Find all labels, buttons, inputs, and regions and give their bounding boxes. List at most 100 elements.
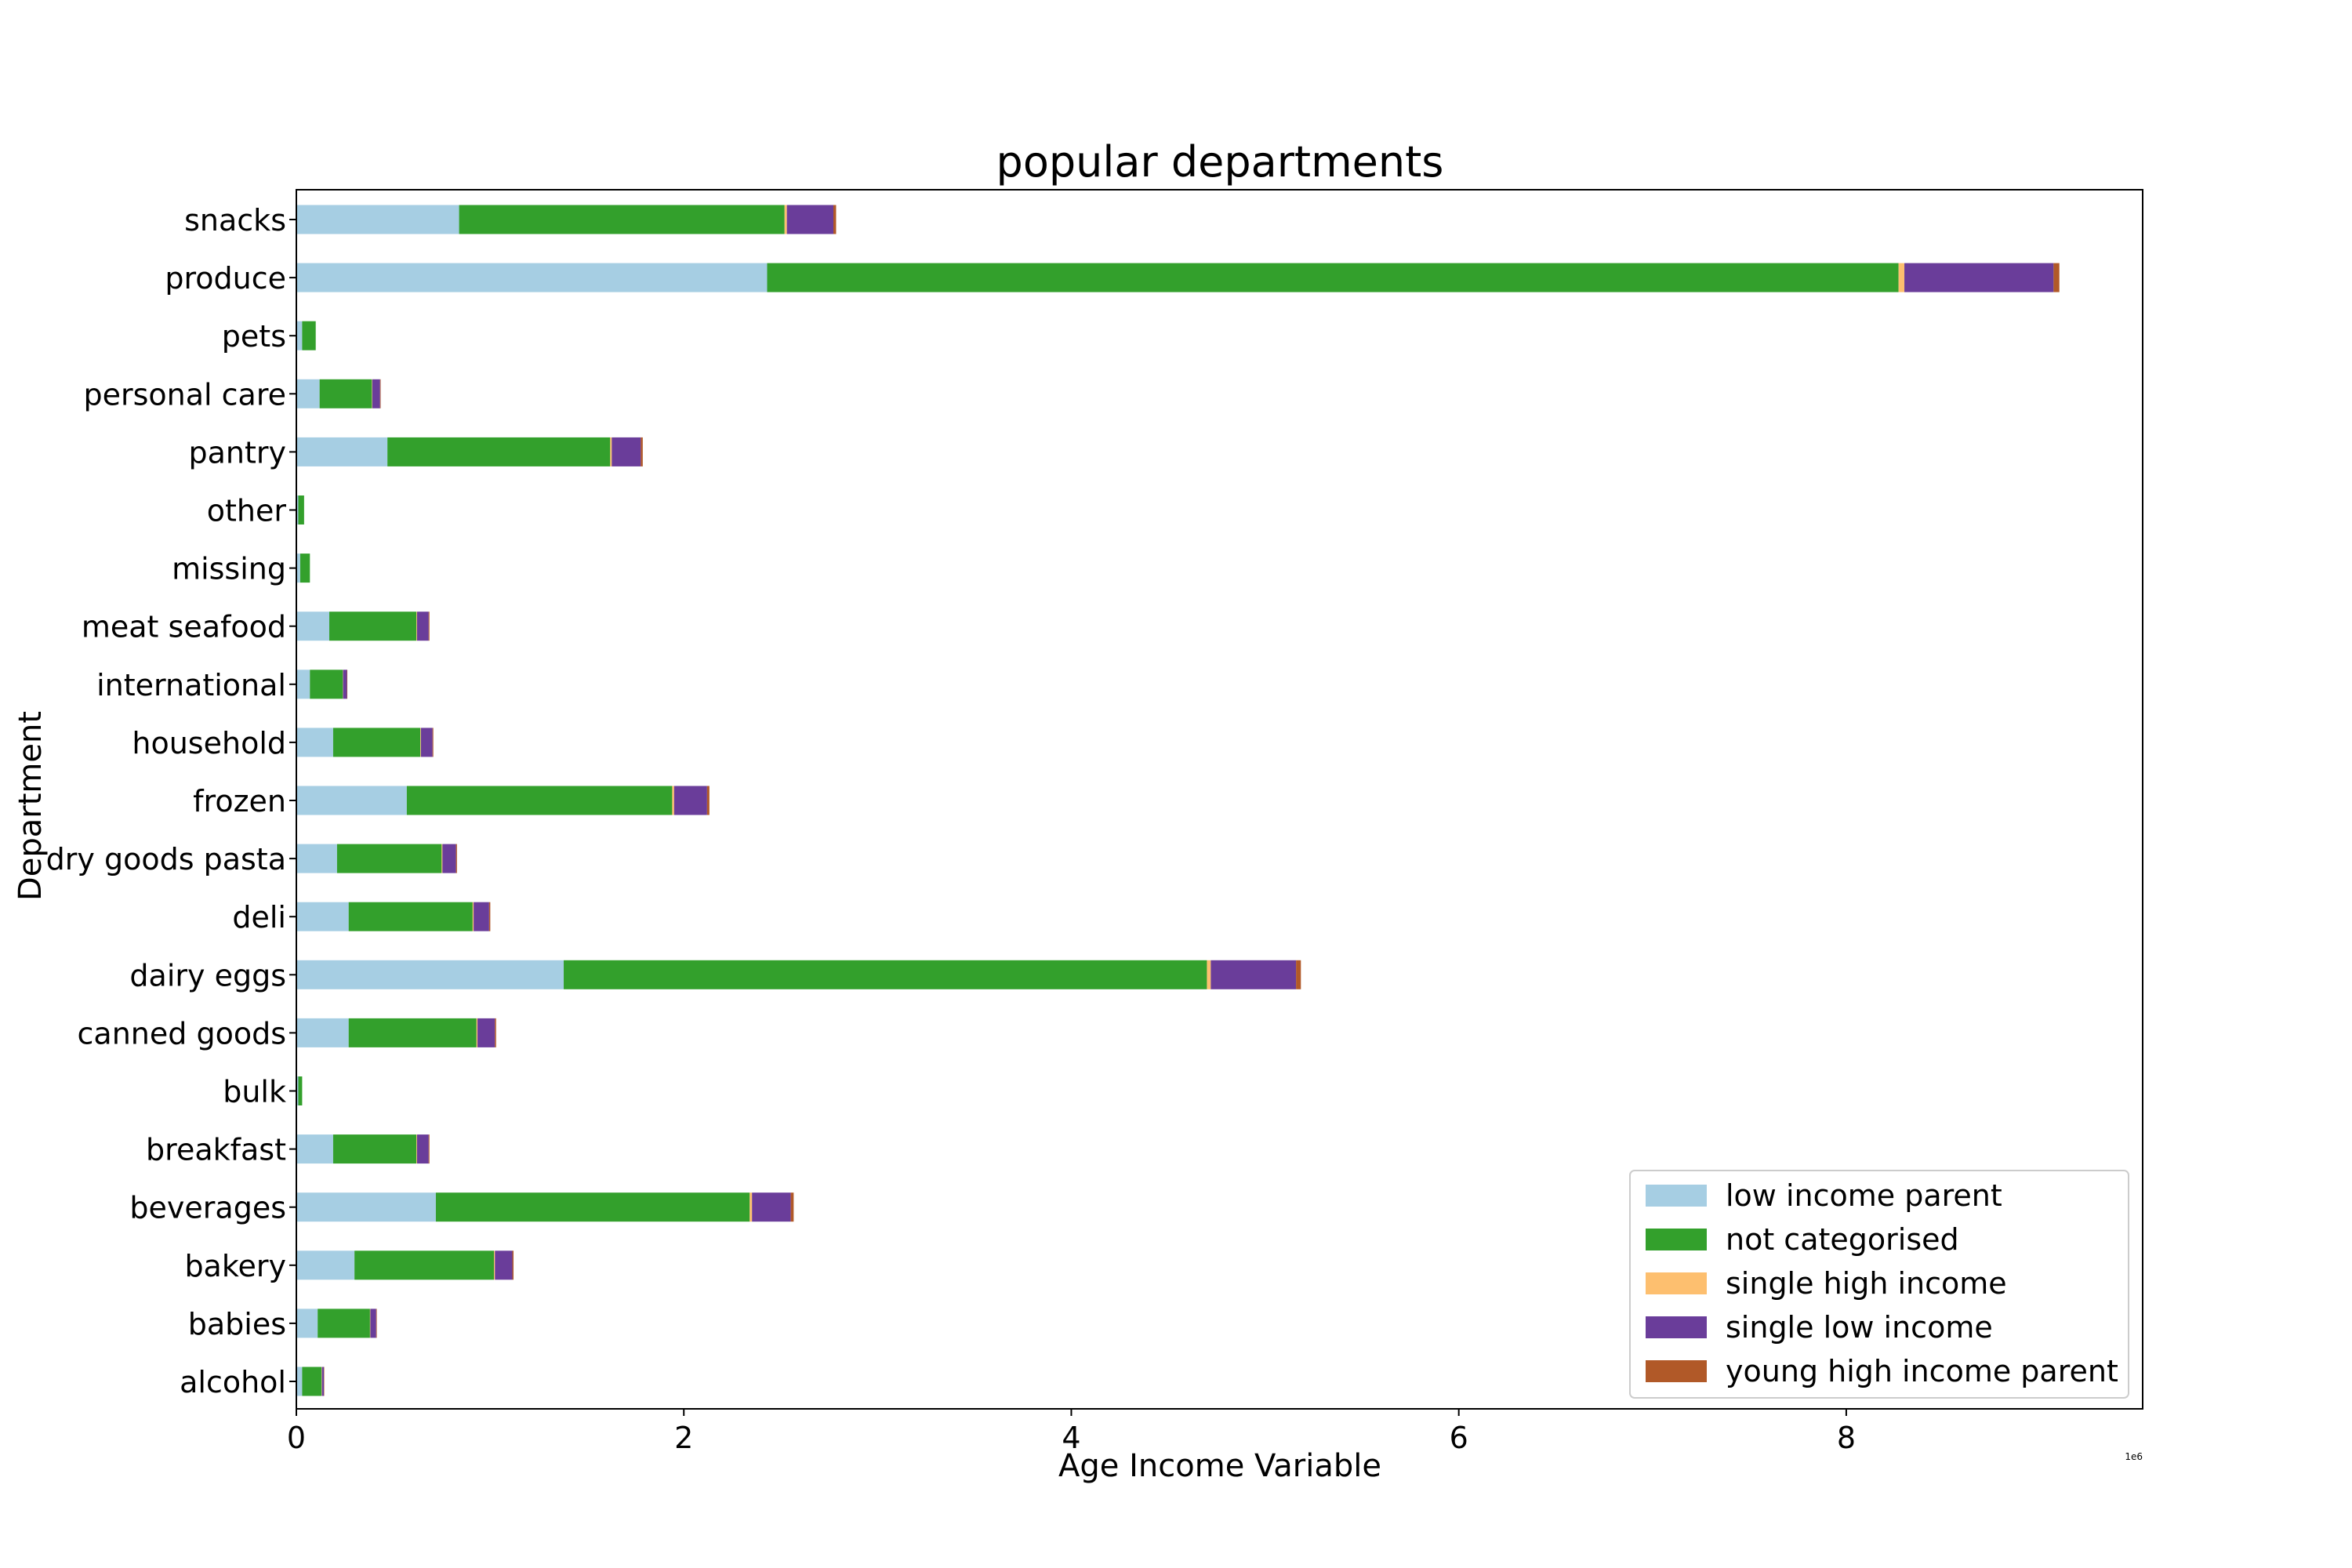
- bar-segment: [416, 612, 417, 641]
- bar-segment: [2053, 263, 2060, 292]
- x-tick-label: 4: [1062, 1421, 1080, 1455]
- y-tick-label: breakfast: [146, 1133, 286, 1167]
- bar-segment: [336, 844, 442, 873]
- y-tick-label: snacks: [184, 203, 286, 238]
- bar-segment: [428, 612, 430, 641]
- x-tick-label: 2: [674, 1421, 693, 1455]
- bar-segment: [296, 1367, 303, 1396]
- bar-segment: [348, 1018, 477, 1047]
- bar-segment: [296, 902, 349, 931]
- bar-segment: [406, 786, 673, 815]
- bar-segment: [472, 902, 474, 931]
- legend-label: single high income: [1726, 1266, 2007, 1301]
- bar-segment: [432, 728, 434, 757]
- bar-segment: [296, 960, 564, 989]
- bar-segment: [1207, 960, 1211, 989]
- bar-segment: [784, 205, 787, 234]
- legend: low income parent not categorised single h…: [1629, 1170, 2129, 1399]
- bar-segment: [296, 844, 337, 873]
- bar-segment: [319, 379, 372, 408]
- legend-label: young high income parent: [1726, 1354, 2118, 1388]
- bar-segment: [610, 437, 612, 466]
- y-tick-label: pets: [222, 319, 286, 354]
- bar-segment: [767, 263, 1899, 292]
- bar-segment: [296, 554, 300, 583]
- bar-segment: [296, 263, 768, 292]
- legend-swatch: [1646, 1316, 1707, 1338]
- y-tick-label: beverages: [129, 1191, 286, 1225]
- y-tick-label: alcohol: [180, 1365, 286, 1399]
- bar-segment: [416, 1134, 417, 1164]
- bar-segment: [416, 612, 429, 641]
- bar-segment: [495, 1250, 513, 1280]
- bar-segment: [672, 786, 674, 815]
- x-tick-label: 8: [1837, 1421, 1856, 1455]
- bar-segment: [790, 1192, 794, 1222]
- bar-segment: [706, 786, 710, 815]
- y-tick-label: babies: [188, 1307, 286, 1341]
- bar-segment: [296, 1076, 299, 1105]
- y-tick-label: pantry: [188, 435, 286, 470]
- bar-segment: [332, 1134, 417, 1164]
- legend-swatch: [1646, 1360, 1707, 1382]
- legend-swatch: [1646, 1185, 1707, 1207]
- bar-segment: [416, 1134, 429, 1164]
- bar-segment: [348, 902, 473, 931]
- bar-segment: [488, 902, 491, 931]
- y-tick-label: bulk: [223, 1075, 286, 1109]
- bar-segment: [750, 1192, 753, 1222]
- bar-segment: [299, 554, 310, 583]
- y-tick-label: household: [132, 726, 286, 760]
- bar-segment: [420, 728, 421, 757]
- bar-segment: [296, 1134, 333, 1164]
- bar-segment: [329, 612, 417, 641]
- bar-segment: [370, 1308, 376, 1338]
- bar-segment: [296, 1192, 436, 1222]
- y-tick-label: missing: [172, 552, 286, 586]
- legend-label: not categorised: [1726, 1222, 1959, 1257]
- bar-segment: [387, 437, 611, 466]
- y-tick-label: deli: [232, 900, 286, 935]
- y-tick-label: frozen: [193, 784, 286, 818]
- y-tick-label: international: [96, 668, 286, 702]
- x-axis-offset-label: 1e6: [2125, 1451, 2143, 1462]
- bar-segment: [459, 205, 785, 234]
- bar-segment: [494, 1250, 495, 1280]
- bar-segment: [564, 960, 1207, 989]
- bar-segment: [428, 1134, 430, 1164]
- bar-segment: [420, 728, 433, 757]
- bar-segment: [379, 379, 381, 408]
- bar-segment: [354, 1250, 495, 1280]
- y-tick-label: canned goods: [78, 1016, 286, 1051]
- bar-segment: [321, 1367, 322, 1396]
- x-tick-label: 0: [287, 1421, 306, 1455]
- bar-segment: [477, 1018, 495, 1047]
- bar-segment: [1904, 263, 2054, 292]
- bar-segment: [1898, 263, 1905, 292]
- x-axis-label: Age Income Variable: [1058, 1448, 1381, 1484]
- y-axis: alcohol babies bakery beverages breakfast bul…: [46, 203, 296, 1399]
- bar-segment: [296, 379, 320, 408]
- bar-segment: [296, 728, 333, 757]
- legend-swatch: [1646, 1229, 1707, 1250]
- bar-segment: [752, 1192, 791, 1222]
- chart-title: popular departments: [996, 137, 1444, 187]
- plot-area-frame: [296, 189, 2143, 1410]
- bar-segment: [296, 495, 299, 524]
- bar-segment: [296, 1308, 318, 1338]
- bar-segment: [343, 670, 347, 699]
- x-axis: 0 2 4 6 8: [287, 1409, 1856, 1455]
- bar-segment: [786, 205, 834, 234]
- bar-segment: [435, 1192, 750, 1222]
- bar-segment: [372, 379, 380, 408]
- legend-frame: [1629, 1170, 2129, 1399]
- legend-label: single low income: [1726, 1310, 1993, 1345]
- bar-segment: [673, 786, 707, 815]
- bar-segment: [612, 437, 641, 466]
- bar-segment: [296, 205, 459, 234]
- legend-label: low income parent: [1726, 1178, 2002, 1213]
- bar-segment: [324, 1367, 325, 1396]
- y-tick-label: bakery: [184, 1249, 286, 1283]
